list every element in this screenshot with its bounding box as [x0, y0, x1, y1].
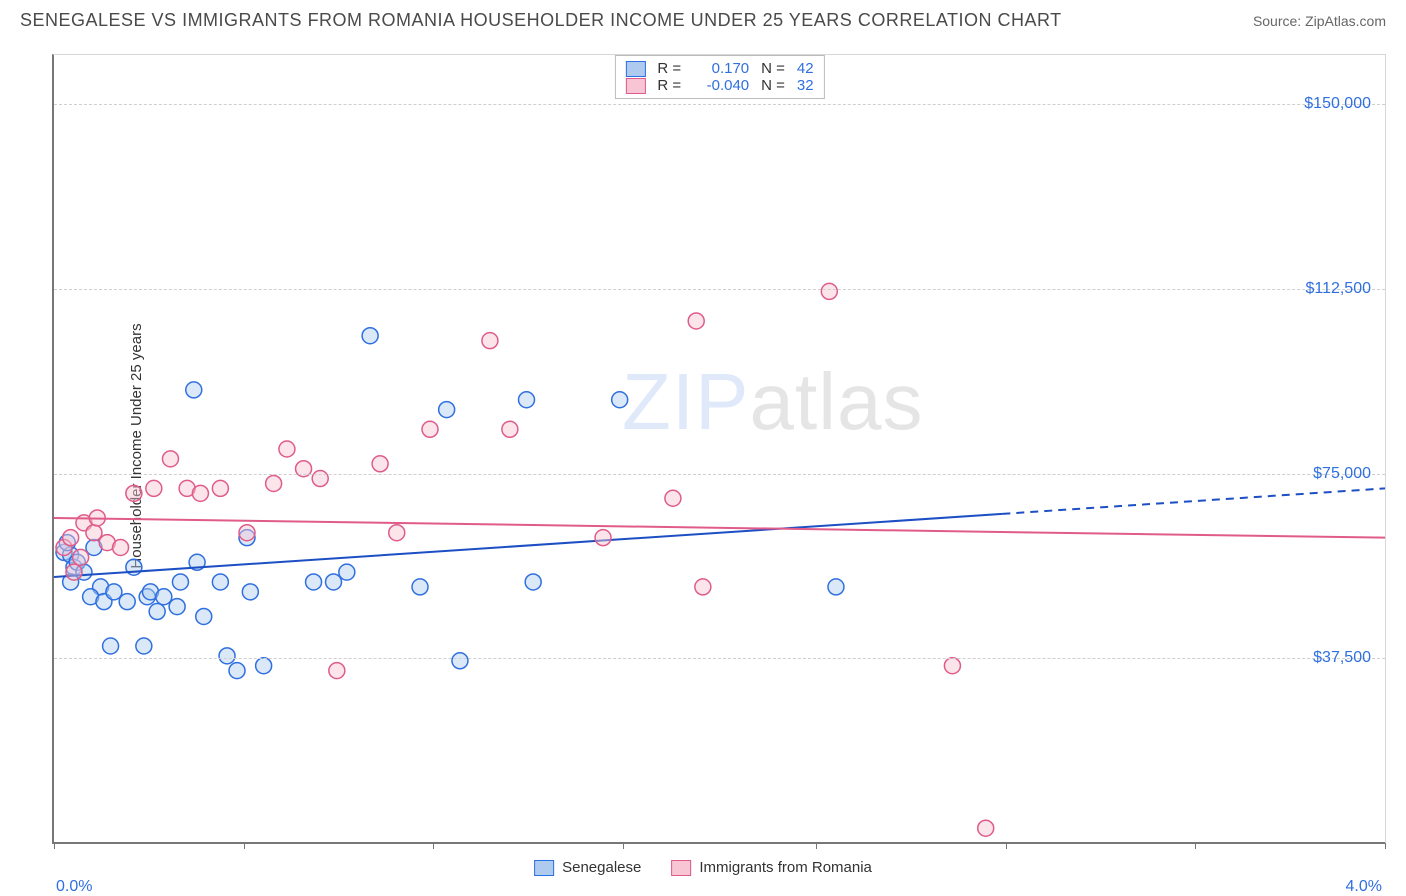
data-point [944, 658, 960, 674]
data-point [256, 658, 272, 674]
legend-swatch [671, 860, 691, 876]
data-point [412, 579, 428, 595]
data-point [525, 574, 541, 590]
source-link[interactable]: ZipAtlas.com [1305, 13, 1386, 29]
data-point [595, 530, 611, 546]
x-tick [433, 843, 434, 849]
data-point [162, 451, 178, 467]
y-tick-label: $112,500 [1305, 280, 1371, 298]
data-point [103, 638, 119, 654]
data-point [242, 584, 258, 600]
chart-plot-area: R =0.170N =42R =-0.040N =32 ZIPatlas $37… [52, 54, 1386, 844]
gridline [54, 289, 1385, 290]
data-point [106, 584, 122, 600]
data-point [362, 328, 378, 344]
data-point [73, 549, 89, 565]
y-tick-label: $37,500 [1313, 649, 1371, 667]
data-point [149, 604, 165, 620]
data-point [156, 589, 172, 605]
legend-swatch [534, 860, 554, 876]
data-point [439, 402, 455, 418]
data-point [372, 456, 388, 472]
data-point [63, 530, 79, 546]
x-tick [1006, 843, 1007, 849]
data-point [329, 663, 345, 679]
trend-line [54, 514, 1002, 577]
legend-series-name: Immigrants from Romania [699, 859, 872, 876]
data-point [126, 485, 142, 501]
data-point [612, 392, 628, 408]
data-point [212, 480, 228, 496]
data-point [192, 485, 208, 501]
x-tick [1385, 843, 1386, 849]
x-axis-min-label: 0.0% [56, 878, 92, 896]
data-point [452, 653, 468, 669]
data-point [146, 480, 162, 496]
data-point [828, 579, 844, 595]
gridline [54, 474, 1385, 475]
gridline [54, 658, 1385, 659]
data-point [113, 540, 129, 556]
x-tick [623, 843, 624, 849]
data-point [136, 638, 152, 654]
data-point [821, 283, 837, 299]
data-point [688, 313, 704, 329]
data-point [119, 594, 135, 610]
data-point [502, 421, 518, 437]
data-point [66, 564, 82, 580]
data-point [266, 475, 282, 491]
trend-line-extrapolated [1002, 488, 1385, 513]
data-point [695, 579, 711, 595]
source-label: Source: [1253, 13, 1301, 29]
data-point [212, 574, 228, 590]
data-point [665, 490, 681, 506]
data-point [229, 663, 245, 679]
data-point [172, 574, 188, 590]
x-tick [54, 843, 55, 849]
data-point [389, 525, 405, 541]
data-point [422, 421, 438, 437]
x-tick [244, 843, 245, 849]
data-point [196, 608, 212, 624]
data-point [86, 525, 102, 541]
y-tick-label: $75,000 [1313, 465, 1371, 483]
data-point [519, 392, 535, 408]
chart-title: SENEGALESE VS IMMIGRANTS FROM ROMANIA HO… [20, 10, 1062, 31]
data-point [978, 820, 994, 836]
data-point [186, 382, 202, 398]
x-tick [1195, 843, 1196, 849]
data-point [169, 599, 185, 615]
data-point [239, 525, 255, 541]
data-point [482, 333, 498, 349]
scatter-svg [54, 55, 1385, 843]
y-tick-label: $150,000 [1304, 95, 1371, 113]
data-point [279, 441, 295, 457]
data-point [306, 574, 322, 590]
legend-item: Immigrants from Romania [671, 859, 872, 876]
gridline [54, 104, 1385, 105]
series-legend: Senegalese Immigrants from Romania [534, 859, 872, 876]
data-point [326, 574, 342, 590]
legend-item: Senegalese [534, 859, 641, 876]
x-tick [816, 843, 817, 849]
source-attribution: Source: ZipAtlas.com [1253, 13, 1386, 29]
legend-series-name: Senegalese [562, 859, 641, 876]
data-point [219, 648, 235, 664]
data-point [339, 564, 355, 580]
x-axis-max-label: 4.0% [1346, 878, 1382, 896]
